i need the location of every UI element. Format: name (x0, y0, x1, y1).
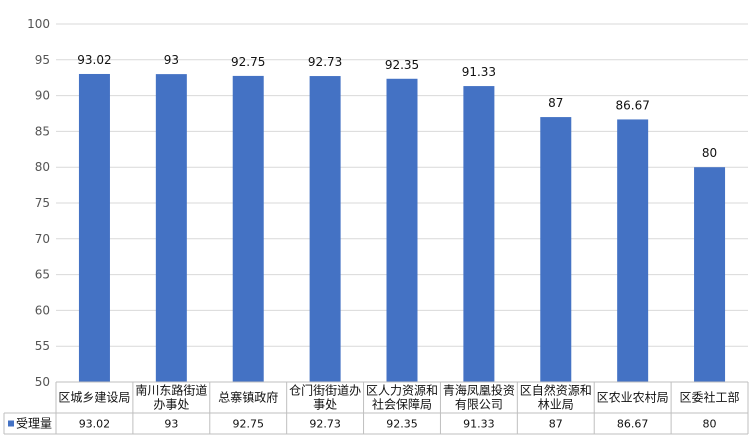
category-label: 区自然资源和 (520, 383, 592, 398)
y-tick-label: 55 (35, 339, 50, 353)
y-tick-label: 70 (35, 232, 50, 246)
category-label: 南川东路街道 (135, 383, 207, 398)
table-value: 87 (549, 418, 563, 431)
table-value: 93 (164, 418, 178, 431)
category-label: 总寨镇政府 (218, 390, 278, 405)
category-label: 有限公司 (455, 398, 503, 412)
data-label: 92.75 (231, 55, 265, 69)
y-tick-label: 50 (35, 375, 50, 389)
bar (309, 76, 341, 383)
category-label: 区城乡建设局 (58, 391, 130, 405)
y-tick-label: 95 (35, 53, 50, 67)
y-tick-label: 80 (35, 160, 50, 174)
category-label: 区委社工部 (680, 390, 740, 405)
data-label: 87 (548, 96, 563, 110)
y-tick-label: 85 (35, 124, 50, 138)
category-label: 区农业农村局 (597, 391, 669, 405)
y-tick-label: 90 (35, 89, 50, 103)
bar (386, 78, 418, 383)
y-tick-label: 75 (35, 196, 50, 210)
category-label: 社会保障局 (372, 397, 432, 412)
category-label: 事处 (313, 398, 337, 412)
bar (617, 119, 649, 382)
bar (463, 86, 495, 382)
table-value: 91.33 (463, 418, 495, 431)
category-label: 林业局 (538, 398, 574, 412)
bar (694, 167, 726, 382)
data-label: 91.33 (462, 65, 496, 79)
y-tick-label: 65 (35, 268, 50, 282)
data-label: 92.73 (308, 55, 342, 69)
data-label: 92.35 (385, 58, 419, 72)
category-label: 区人力资源和 (366, 384, 438, 398)
bar (540, 117, 572, 382)
table-value: 86.67 (617, 418, 649, 431)
table-value: 93.02 (79, 418, 111, 431)
table-value: 92.75 (232, 418, 264, 431)
table-value: 92.35 (386, 418, 418, 431)
bar (155, 74, 187, 383)
category-label: 仓门街街道办 (289, 383, 361, 398)
y-tick-label: 60 (35, 303, 50, 317)
data-label: 93.02 (77, 53, 111, 67)
bar (78, 73, 110, 382)
data-label: 80 (702, 146, 717, 160)
legend-series-name: 受理量 (16, 417, 52, 431)
data-label: 93 (164, 53, 179, 67)
y-tick-label: 100 (27, 17, 50, 31)
table-value: 80 (703, 418, 717, 431)
data-label: 86.67 (615, 98, 649, 112)
legend-key (8, 420, 14, 427)
table-value: 92.73 (309, 418, 341, 431)
bar (232, 75, 264, 382)
category-label: 青海凤凰投资 (443, 383, 515, 398)
category-label: 办事处 (153, 397, 189, 412)
